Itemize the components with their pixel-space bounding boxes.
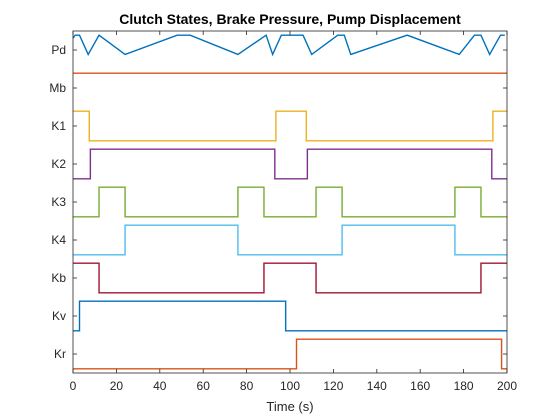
- y-tick-label-kb: Kb: [51, 271, 66, 285]
- y-tick-label-k2: K2: [51, 157, 66, 171]
- x-tick-label-200: 200: [497, 379, 517, 393]
- series-line-pd: [72, 34, 505, 57]
- y-axis: Pd Mb K1 K2 K3 K4 Kb Kv Kr: [49, 43, 507, 361]
- series-line-k4: [73, 224, 507, 256]
- y-tick-label-pd: Pd: [51, 43, 66, 57]
- x-tick-label-160: 160: [410, 379, 430, 393]
- x-axis: 0 20 40 60 80 100 120 140 160 180 200: [70, 31, 517, 393]
- y-tick-label-kv: Kv: [52, 309, 66, 323]
- x-tick-label-20: 20: [110, 379, 124, 393]
- x-tick-label-60: 60: [197, 379, 211, 393]
- y-tick-label-kr: Kr: [54, 347, 66, 361]
- x-tick-label-0: 0: [70, 379, 77, 393]
- x-tick-label-40: 40: [153, 379, 167, 393]
- series-line-k2: [73, 148, 507, 180]
- x-tick-label-100: 100: [280, 379, 300, 393]
- series-line-kr: [73, 338, 507, 370]
- y-tick-label-k4: K4: [51, 233, 66, 247]
- chart-title: Clutch States, Brake Pressure, Pump Disp…: [119, 11, 461, 27]
- series-layer: [72, 34, 507, 370]
- x-tick-label-180: 180: [454, 379, 474, 393]
- series-line-k1: [73, 110, 507, 142]
- y-tick-label-mb: Mb: [49, 81, 66, 95]
- x-axis-label: Time (s): [266, 399, 313, 414]
- y-tick-label-k3: K3: [51, 195, 66, 209]
- series-line-kb: [73, 262, 507, 294]
- plot-area: [73, 31, 507, 373]
- y-tick-label-k1: K1: [51, 119, 66, 133]
- series-line-k3: [73, 186, 507, 218]
- x-tick-label-140: 140: [367, 379, 387, 393]
- series-line-kv: [73, 300, 507, 332]
- x-tick-label-120: 120: [323, 379, 343, 393]
- x-tick-label-80: 80: [240, 379, 254, 393]
